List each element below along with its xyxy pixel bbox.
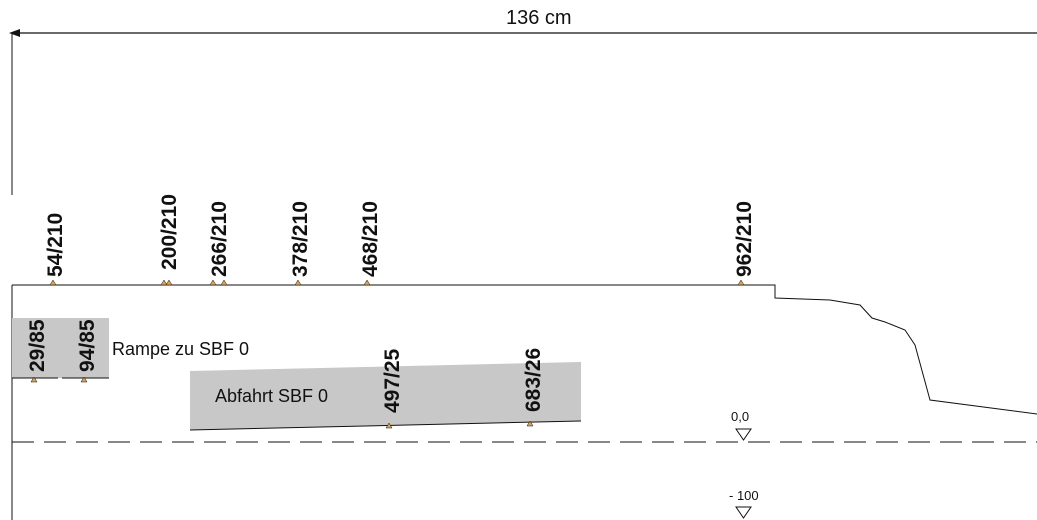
station-label: 683/26 xyxy=(522,348,545,412)
station-tick-icon xyxy=(30,376,38,383)
level-label: - 100 xyxy=(729,488,759,503)
dimension-line: 136 cm xyxy=(9,7,1037,195)
station-tick-icon xyxy=(737,279,745,286)
ramp-block: Rampe zu SBF 0 xyxy=(12,318,249,379)
top-markers: 54/210 200/210 266/210 378/210 468/210 9… xyxy=(44,194,756,286)
level-triangle-icon xyxy=(735,506,752,519)
arrowhead-icon xyxy=(9,29,20,37)
station-tick-icon xyxy=(165,279,173,286)
level-triangle-icon xyxy=(735,428,752,441)
dimension-label: 136 cm xyxy=(506,7,572,29)
top-profile-line xyxy=(12,284,1037,415)
station-tick-icon xyxy=(363,279,371,286)
station-label: 200/210 xyxy=(158,194,181,270)
ramp-markers: 29/85 94/85 xyxy=(26,319,99,383)
level-label: 0,0 xyxy=(731,409,749,424)
station-tick-icon xyxy=(526,420,534,427)
exit-markers: 497/25 683/26 xyxy=(381,348,545,429)
station-label: 94/85 xyxy=(76,319,99,372)
level-marker-1: - 100 xyxy=(729,488,759,519)
station-tick-icon xyxy=(294,279,302,286)
station-label: 29/85 xyxy=(26,319,49,372)
station-label: 378/210 xyxy=(289,201,312,277)
exit-block: Abfahrt SBF 0 xyxy=(189,362,582,431)
station-tick-icon xyxy=(49,279,57,286)
station-label: 54/210 xyxy=(44,213,67,277)
station-tick-icon xyxy=(209,279,217,286)
station-label: 962/210 xyxy=(733,201,756,277)
station-tick-icon xyxy=(160,279,168,286)
exit-name: Abfahrt SBF 0 xyxy=(215,386,328,406)
station-tick-icon xyxy=(385,422,393,429)
station-tick-icon xyxy=(220,279,228,286)
station-label: 468/210 xyxy=(359,201,382,277)
station-label: 266/210 xyxy=(208,201,231,277)
station-label: 497/25 xyxy=(381,348,404,413)
station-tick-icon xyxy=(80,376,88,383)
level-marker-0: 0,0 xyxy=(731,409,752,441)
ramp-name: Rampe zu SBF 0 xyxy=(112,339,249,359)
